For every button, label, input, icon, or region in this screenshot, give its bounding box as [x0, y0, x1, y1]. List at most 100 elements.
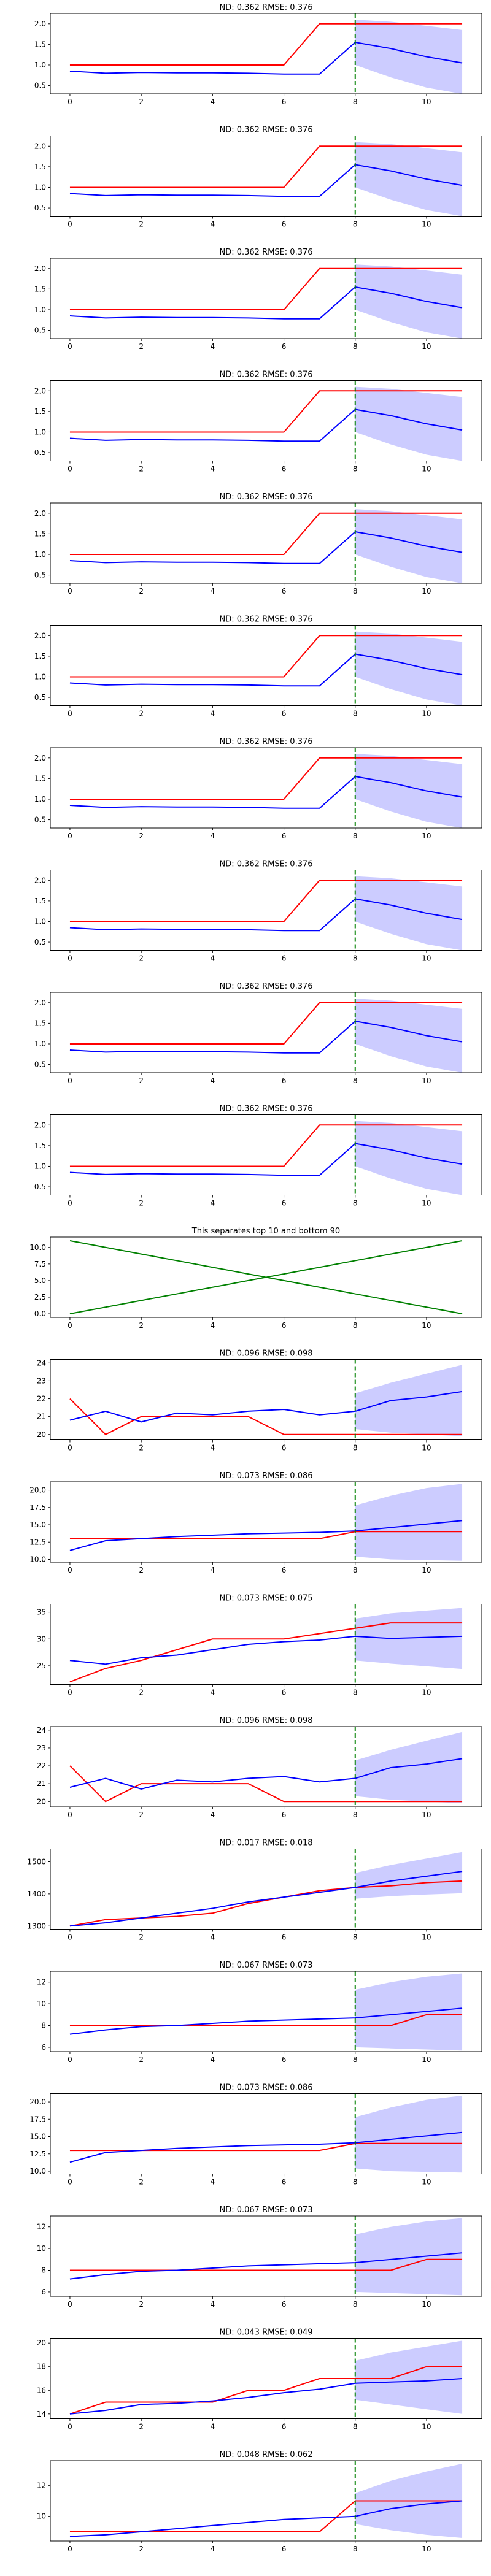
y-tick-label: 20 [37, 2339, 46, 2347]
x-tick-label: 2 [139, 2545, 144, 2553]
y-tick-label: 14 [37, 2410, 46, 2418]
plot-area [69, 1240, 463, 1315]
y-tick-label: 8 [41, 2022, 46, 2030]
x-tick-label: 8 [353, 2178, 358, 2187]
subplot-title: ND: 0.362 RMSE: 0.376 [219, 615, 312, 624]
x-tick-label: 10 [422, 2545, 431, 2553]
y-tick-label: 20.0 [29, 2098, 46, 2106]
prediction-interval-band [355, 509, 463, 583]
y-tick-label: 0.5 [34, 1183, 46, 1191]
x-tick-label: 2 [139, 2423, 144, 2431]
x-tick-label: 6 [282, 220, 287, 229]
x-tick-label: 2 [139, 1321, 144, 1330]
x-tick-label: 10 [422, 2300, 431, 2309]
actual-series-line [69, 635, 463, 678]
prediction-interval-band [355, 1365, 463, 1436]
y-tick-label: 18 [37, 2363, 46, 2371]
x-tick-label: 8 [353, 832, 358, 840]
y-tick-label: 10.0 [29, 1243, 46, 1252]
x-tick-label: 0 [68, 220, 72, 229]
x-tick-label: 2 [139, 2178, 144, 2187]
y-tick-label: 10.0 [29, 2167, 46, 2175]
prediction-interval-band [355, 1484, 463, 1561]
separator-line [69, 1240, 463, 1315]
x-tick-label: 4 [211, 1566, 215, 1574]
x-tick-label: 6 [282, 2300, 287, 2309]
x-tick-label: 2 [139, 465, 144, 473]
y-tick-label: 10 [37, 2512, 46, 2521]
subplot-10: ND: 0.362 RMSE: 0.376 0 2 4 6 8 10 0.5 1.0 1.5 2.0 [34, 1105, 482, 1208]
subplot-title: ND: 0.362 RMSE: 0.376 [219, 370, 312, 380]
x-tick-label: 0 [68, 710, 72, 718]
actual-series-line [69, 512, 463, 555]
x-tick-label: 6 [282, 98, 287, 106]
prediction-series-line [69, 1635, 463, 1665]
plot-area [69, 1604, 463, 1685]
y-tick-label: 1.5 [34, 40, 46, 48]
x-tick-label: 4 [211, 2545, 215, 2553]
prediction-series-line [69, 1143, 463, 1176]
y-tick-label: 2.0 [34, 631, 46, 640]
x-tick-label: 0 [68, 1199, 72, 1208]
y-tick-label: 20.0 [29, 1486, 46, 1495]
subplot-14: ND: 0.073 RMSE: 0.075 0 2 4 6 8 10 25 30 35 [37, 1594, 482, 1697]
axes-frame [50, 747, 482, 829]
x-tick-label: 4 [211, 2178, 215, 2187]
actual-series-line [69, 1124, 463, 1167]
x-tick-label: 6 [282, 2055, 287, 2064]
y-tick-label: 1.0 [34, 917, 46, 926]
y-tick-label: 15.0 [29, 2133, 46, 2141]
plot-area [69, 1114, 463, 1195]
prediction-interval-band [355, 2095, 463, 2173]
x-tick-label: 0 [68, 1321, 72, 1330]
subplot-title: ND: 0.017 RMSE: 0.018 [219, 1839, 312, 1848]
x-tick-label: 8 [353, 1566, 358, 1574]
y-tick-label: 10 [37, 2244, 46, 2253]
actual-series-line [69, 1002, 463, 1045]
prediction-interval-band [355, 876, 463, 951]
x-tick-label: 8 [353, 2055, 358, 2064]
subplot-title: ND: 0.362 RMSE: 0.376 [219, 126, 312, 135]
x-tick-label: 8 [353, 2545, 358, 2553]
actual-series-line [69, 23, 463, 66]
y-tick-label: 2.0 [34, 509, 46, 518]
y-tick-label: 1.5 [34, 897, 46, 905]
plot-area [69, 748, 463, 828]
subplot-7: ND: 0.362 RMSE: 0.376 0 2 4 6 8 10 0.5 1.0 1.5 2.0 [34, 737, 482, 840]
plot-area [69, 136, 463, 217]
prediction-series-line [69, 164, 463, 197]
x-tick-label: 2 [139, 2055, 144, 2064]
axes-frame [50, 1359, 482, 1440]
axes-frame [50, 502, 482, 584]
prediction-interval-band [355, 1852, 463, 1899]
x-tick-label: 4 [211, 98, 215, 106]
axes-frame [50, 1236, 482, 1318]
x-tick-label: 10 [422, 2423, 431, 2431]
subplot-9: ND: 0.362 RMSE: 0.376 0 2 4 6 8 10 0.5 1.0 1.5 2.0 [34, 982, 482, 1085]
x-tick-label: 10 [422, 2178, 431, 2187]
y-tick-label: 23 [37, 1744, 46, 1752]
prediction-series-line [69, 1758, 463, 1790]
x-tick-label: 10 [422, 1076, 431, 1085]
y-tick-label: 20 [37, 1797, 46, 1806]
x-tick-label: 2 [139, 1444, 144, 1452]
x-tick-label: 0 [68, 2055, 72, 2064]
prediction-interval-band [355, 2218, 463, 2296]
x-tick-label: 0 [68, 1444, 72, 1452]
y-tick-label: 0.5 [34, 693, 46, 702]
y-tick-label: 1.5 [34, 407, 46, 416]
axes-frame [50, 2460, 482, 2542]
prediction-series-line [69, 42, 463, 75]
x-tick-label: 4 [211, 1933, 215, 1942]
subplot-title: ND: 0.362 RMSE: 0.376 [219, 248, 312, 257]
y-tick-label: 6 [41, 2043, 46, 2052]
x-tick-label: 6 [282, 832, 287, 840]
subplot-title: ND: 0.048 RMSE: 0.062 [219, 2450, 312, 2459]
y-tick-label: 1.0 [34, 61, 46, 69]
y-tick-label: 8 [41, 2266, 46, 2275]
x-tick-label: 6 [282, 2178, 287, 2187]
y-tick-label: 0.5 [34, 938, 46, 946]
y-tick-label: 1.0 [34, 427, 46, 436]
plot-area [69, 1727, 463, 1807]
y-tick-label: 1.0 [34, 795, 46, 803]
